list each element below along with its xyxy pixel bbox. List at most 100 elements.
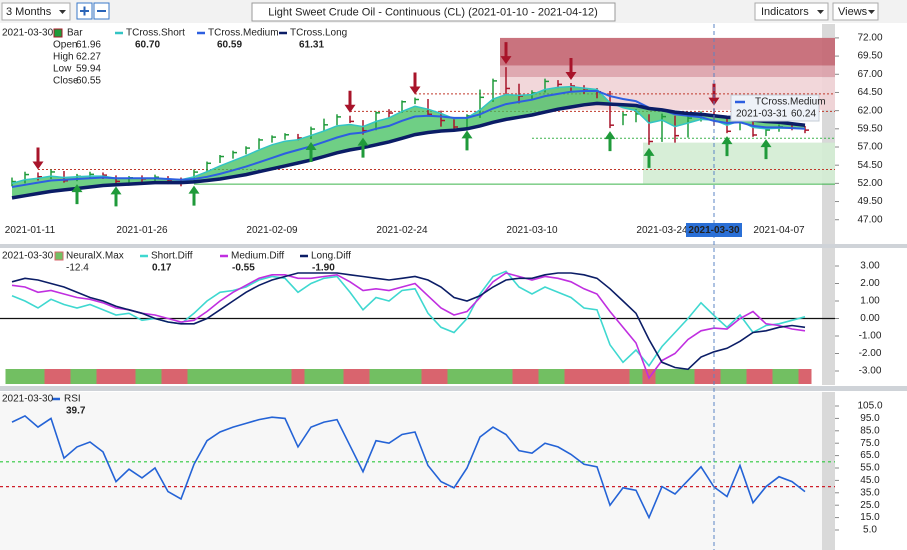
legend-field-name: High [53,52,74,63]
legend-field-value: 61.96 [76,40,101,51]
y-tick-label: 49.50 [857,196,882,207]
legend-icon [54,251,64,261]
buy-arrow [357,137,369,158]
neuralx-segment [538,369,565,384]
y-tick-label: 67.00 [857,69,882,80]
tooltip-value: 60.24 [791,109,816,120]
buy-arrow [188,185,200,206]
y-tick-label: 35.0 [860,487,880,498]
period-label: 3 Months [6,6,52,18]
neuralx-segment [343,369,370,384]
legend-series-name: NeuralX.Max [66,251,124,262]
neuralx-segment [369,369,422,384]
x-tick-label: 2021-02-09 [246,225,298,236]
neuralx-segment [447,369,513,384]
x-tick-label: 2021-02-24 [376,225,428,236]
legend-series-value: 60.70 [135,40,160,51]
y-tick-label: 52.00 [857,178,882,189]
price-zone [500,37,835,66]
buy-arrow [461,130,473,151]
neuralx-segment [5,369,45,384]
x-tick-label: 2021-01-26 [116,225,168,236]
indicators-dropdown[interactable] [754,2,829,21]
period-dropdown[interactable] [1,2,71,21]
legend-series-value: 39.7 [66,406,86,417]
views-dropdown[interactable] [832,2,879,21]
scroll-gutter [822,248,835,385]
neuralx-segment [304,369,344,384]
legend-date: 2021-03-30 [2,394,54,405]
buy-arrow [643,147,655,168]
buy-arrow [71,184,83,205]
legend-series-name: Long.Diff [311,251,351,262]
y-tick-label: 54.50 [857,160,882,171]
neuralx-segment [798,369,812,384]
legend-series-name: TCross.Short [126,28,185,39]
legend-series-name: Short.Diff [151,251,193,262]
crosshair-date-box [686,223,742,237]
dropdown-arrow [59,10,66,14]
legend-field-name: Low [53,64,72,75]
neuralx-segment [161,369,188,384]
legend-series-value: 60.59 [217,40,242,51]
neuralx-segment [187,369,292,384]
y-tick-label: 5.0 [863,525,877,536]
diff-line [11,272,806,380]
y-tick-label: 1.00 [860,296,880,307]
neuralx-segment [96,369,136,384]
neuralx-segment [564,369,630,384]
y-tick-label: 47.00 [857,214,882,225]
scroll-gutter [822,392,835,550]
y-tick-label: 62.00 [857,105,882,116]
neuralx-segment [746,369,773,384]
buy-arrow [110,186,122,207]
legend-field-value: 60.55 [76,76,101,87]
diff-line [11,272,806,371]
legend-icon [53,28,63,38]
toolbar: 3 Months Light Sweet Crude Oil - Continu… [0,0,907,23]
y-tick-label: 85.0 [860,425,880,436]
neuralx-segment [421,369,448,384]
neuralx-segment [655,369,695,384]
legend-series-value: 0.17 [152,263,172,274]
buy-arrow [721,136,733,157]
neuralx-segment [694,369,721,384]
x-tick-label: 2021-03-10 [506,225,558,236]
neuralx-segment [772,369,799,384]
legend-series-name: TCross.Long [290,28,347,39]
views-label: Views [838,6,868,18]
sell-arrow [409,72,421,95]
legend-series-value: -1.90 [312,263,335,274]
panel-separator [0,386,907,391]
diff-line [11,270,806,368]
tcross-line [11,101,806,200]
tooltip-name: TCross.Medium [755,97,826,108]
legend-field-name: Open [53,40,77,51]
y-tick-label: 105.0 [857,401,882,412]
y-tick-label: 59.50 [857,123,882,134]
indicators-label: Indicators [761,6,809,18]
buy-arrow [305,142,317,162]
neuralx-segment [44,369,71,384]
neuralx-segment [629,369,643,384]
legend-label: Bar [67,28,83,39]
legend-series-name: RSI [64,394,81,405]
y-tick-label: -3.00 [859,366,882,377]
rsi-line [11,414,806,520]
tcross-line [11,90,806,188]
y-tick-label: 65.0 [860,450,880,461]
neuralx-segment [720,369,747,384]
y-tick-label: 64.50 [857,87,882,98]
tooltip-box [730,94,820,122]
chart-title: Light Sweet Crude Oil - Continuous (CL) … [268,6,598,18]
y-tick-label: 72.00 [857,33,882,44]
y-tick-label: 75.0 [860,438,880,449]
plus-icon [80,6,89,16]
neuralx-segment [135,369,162,384]
legend-series-value: 61.31 [299,40,324,51]
y-tick-label: 2.00 [860,278,880,289]
x-tick-label: 2021-01-11 [5,225,56,236]
y-tick-label: 0.00 [860,313,880,324]
